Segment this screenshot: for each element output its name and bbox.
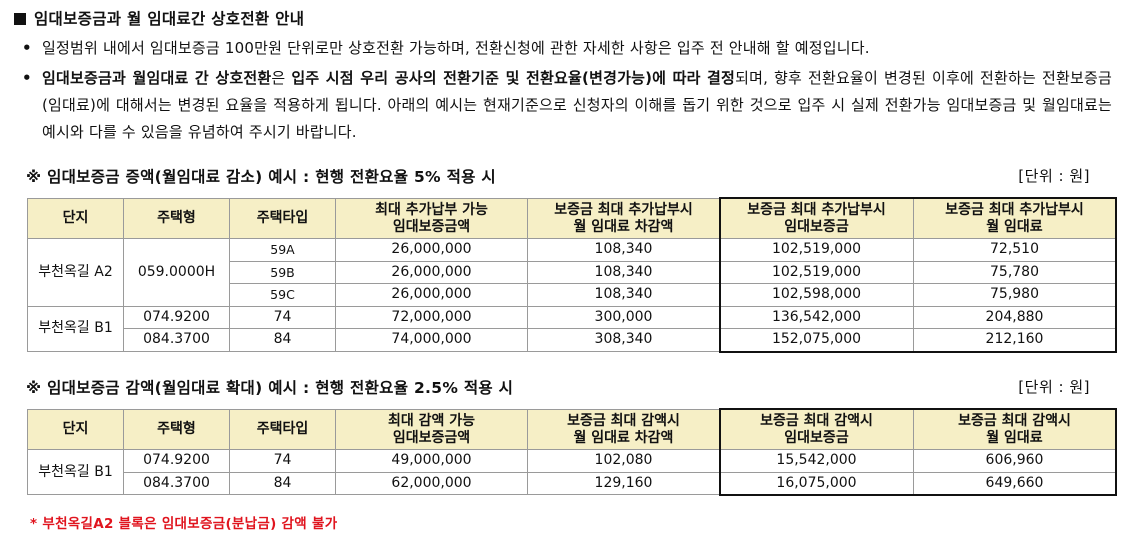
col-header-deposit: 보증금 최대 감액시 임대보증금 — [719, 409, 914, 450]
deposit-cell: 102,519,000 — [719, 238, 914, 262]
col-header-rent: 보증금 최대 감액시 월 임대료 — [913, 409, 1116, 450]
bullet-text-1: 일정범위 내에서 임대보증금 100만원 단위로만 상호전환 가능하며, 전환신… — [22, 35, 1112, 62]
deposit-cell: 136,542,000 — [719, 305, 914, 329]
max-deposit-cell: 26,000,000 — [335, 238, 528, 262]
housing-type-cell: 084.3700 — [123, 328, 230, 352]
bullet-1-text: 일정범위 내에서 임대보증금 100만원 단위로만 상호전환 가능하며, 전환신… — [42, 39, 870, 57]
max-deposit-cell: 62,000,000 — [335, 471, 528, 495]
max-deposit-cell: 72,000,000 — [335, 305, 528, 329]
unit-type-cell: 74 — [229, 305, 336, 329]
housing-type-cell: 074.9200 — [123, 449, 230, 473]
notice-heading: 임대보증금과 월 임대료간 상호전환 안내 — [14, 7, 304, 29]
max-deposit-cell: 74,000,000 — [335, 328, 528, 352]
section1-unit: [단위 : 원] — [1018, 167, 1090, 185]
rent-reduction-cell: 108,340 — [527, 260, 720, 284]
footnote: * 부천옥길A2 블록은 임대보증금(분납금) 감액 불가 — [30, 516, 338, 532]
table-row: 부천옥길 B1 074.9200 74 72,000,000 300,000 1… — [27, 305, 1116, 352]
col-header-rent-change: 보증금 최대 감액시 월 임대료 차감액 — [527, 409, 720, 450]
rent-cell: 75,980 — [913, 283, 1116, 307]
col-header-max-deposit: 최대 감액 가능 임대보증금액 — [335, 409, 528, 450]
section1-title: ※ 임대보증금 증액(월임대료 감소) 예시 : 현행 전환요율 5% 적용 시 — [26, 168, 496, 186]
col-header-unit-type: 주택타입 — [229, 198, 336, 239]
rent-change-cell: 129,160 — [527, 471, 720, 495]
deposit-cell: 102,598,000 — [719, 283, 914, 307]
table-row: 084.3700 84 74,000,000 308,340 152,075,0… — [28, 328, 1116, 352]
rent-reduction-cell: 108,340 — [527, 283, 720, 307]
unit-type-cell: 59B — [229, 260, 336, 284]
complex-cell: 부천옥길 B1 — [27, 305, 124, 352]
deposit-cell: 15,542,000 — [719, 449, 914, 473]
max-deposit-cell: 49,000,000 — [335, 449, 528, 473]
bullet-2-text-1: 은 — [271, 69, 292, 87]
rent-cell: 75,780 — [913, 260, 1116, 284]
housing-type-cell: 059.0000H — [123, 238, 230, 307]
unit-type-cell: 74 — [229, 449, 336, 473]
bullet-text-2: 임대보증금과 월임대료 간 상호전환은 입주 시점 우리 공사의 전환기준 및 … — [22, 65, 1112, 146]
table-row: 084.3700 84 62,000,000 129,160 16,075,00… — [28, 471, 1116, 495]
rent-reduction-cell: 308,340 — [527, 328, 720, 352]
col-header-housing-type: 주택형 — [123, 409, 230, 450]
unit-type-cell: 84 — [229, 328, 336, 352]
rent-cell: 212,160 — [913, 328, 1116, 352]
rent-cell: 204,880 — [913, 305, 1116, 329]
col-header-complex: 단지 — [27, 409, 124, 450]
bullet-2-text-2: 되며, 향후 전환요율이 변경된 이후에 전환하는 전환보증금(임대료)에 대해… — [42, 69, 1112, 141]
square-bullet-icon — [14, 13, 26, 25]
bullet-dot-icon: • — [22, 39, 32, 57]
max-deposit-cell: 26,000,000 — [335, 260, 528, 284]
bullet-2-bold-2: 입주 시점 우리 공사의 전환기준 및 전환요율(변경가능)에 따라 결정 — [291, 69, 736, 87]
bullet-2-bold-1: 임대보증금과 월임대료 간 상호전환 — [42, 69, 272, 87]
rent-cell: 606,960 — [913, 449, 1116, 473]
max-deposit-cell: 26,000,000 — [335, 283, 528, 307]
table-row: 59C 26,000,000 108,340 102,598,000 75,98… — [28, 283, 1116, 307]
unit-type-cell: 59C — [229, 283, 336, 307]
table-row: 부천옥길 A2 059.0000H 59A 26,000,000 108,340… — [27, 238, 1116, 307]
col-header-rent: 보증금 최대 추가납부시 월 임대료 — [913, 198, 1116, 239]
bullet-item-2: • 임대보증금과 월임대료 간 상호전환은 입주 시점 우리 공사의 전환기준 … — [22, 65, 1112, 146]
col-header-complex: 단지 — [27, 198, 124, 239]
rent-cell: 649,660 — [913, 471, 1116, 495]
notice-heading-text: 임대보증금과 월 임대료간 상호전환 안내 — [34, 10, 305, 28]
table-row: 부천옥길 B1 074.9200 74 49,000,000 102,080 1… — [27, 449, 1116, 495]
bullet-item-1: • 일정범위 내에서 임대보증금 100만원 단위로만 상호전환 가능하며, 전… — [22, 35, 1112, 62]
col-header-unit-type: 주택타입 — [229, 409, 336, 450]
col-header-housing-type: 주택형 — [123, 198, 230, 239]
rent-cell: 72,510 — [913, 238, 1116, 262]
deposit-cell: 102,519,000 — [719, 260, 914, 284]
unit-type-cell: 84 — [229, 471, 336, 495]
housing-type-cell: 084.3700 — [123, 471, 230, 495]
bullet-dot-icon: • — [22, 69, 32, 87]
deposit-increase-table: 단지 주택형 주택타입 최대 추가납부 가능 임대보증금액 보증금 최대 추가납부… — [27, 198, 1116, 352]
complex-cell: 부천옥길 A2 — [27, 238, 124, 307]
unit-type-cell: 59A — [229, 238, 336, 262]
rent-change-cell: 102,080 — [527, 449, 720, 473]
deposit-cell: 152,075,000 — [719, 328, 914, 352]
col-header-max-deposit: 최대 추가납부 가능 임대보증금액 — [335, 198, 528, 239]
deposit-decrease-table: 단지 주택형 주택타입 최대 감액 가능 임대보증금액 보증금 최대 감액시 월 임… — [27, 409, 1116, 495]
rent-reduction-cell: 300,000 — [527, 305, 720, 329]
section2-title: ※ 임대보증금 감액(월임대료 확대) 예시 : 현행 전환요율 2.5% 적용… — [26, 379, 514, 397]
col-header-deposit: 보증금 최대 추가납부시 임대보증금 — [719, 198, 914, 239]
section2-unit: [단위 : 원] — [1018, 378, 1090, 396]
rent-reduction-cell: 108,340 — [527, 238, 720, 262]
complex-cell: 부천옥길 B1 — [27, 449, 124, 495]
housing-type-cell: 074.9200 — [123, 305, 230, 329]
deposit-cell: 16,075,000 — [719, 471, 914, 495]
col-header-rent-reduction: 보증금 최대 추가납부시 월 임대료 차감액 — [527, 198, 720, 239]
